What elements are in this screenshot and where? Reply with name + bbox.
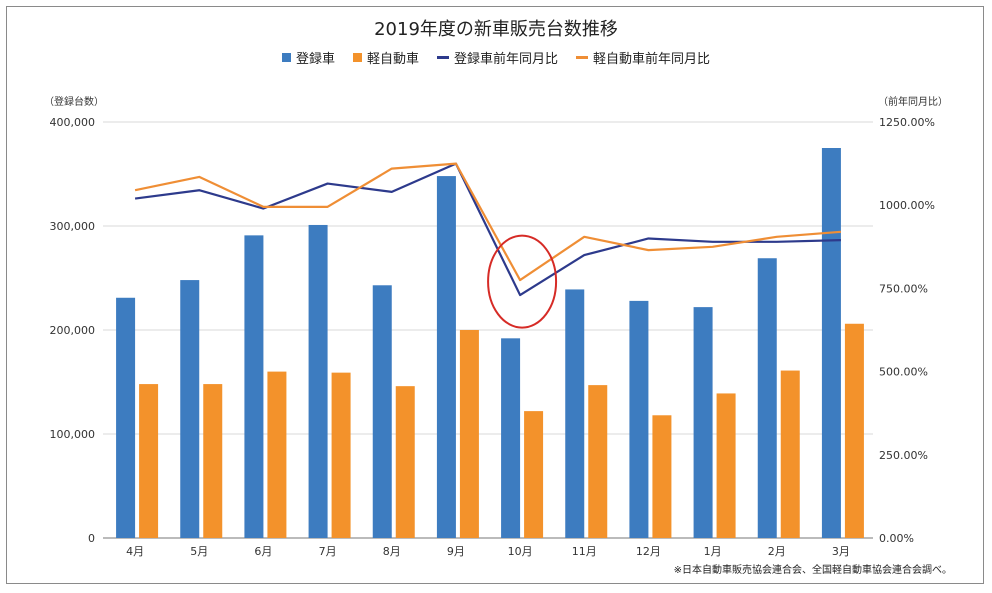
x-tick-label: 8月: [383, 545, 401, 558]
left-tick-label: 100,000: [50, 428, 96, 441]
right-tick-label: 500.00%: [879, 366, 928, 379]
bar-kei: [331, 372, 351, 538]
x-tick-label: 7月: [319, 545, 337, 558]
x-tick-label: 4月: [126, 545, 144, 558]
chart-title: 2019年度の新車販売台数推移: [374, 19, 618, 40]
left-tick-label: 400,000: [50, 116, 96, 129]
x-tick-label: 9月: [447, 545, 465, 558]
bar-kei: [844, 323, 864, 538]
x-tick-label: 3月: [832, 545, 850, 558]
bar-registered: [693, 307, 713, 538]
right-tick-label: 0.00%: [879, 532, 914, 545]
x-tick-label: 12月: [636, 545, 661, 558]
legend-swatch-kei: [352, 53, 362, 62]
x-tick-label: 10月: [508, 545, 533, 558]
chart-frame: [6, 6, 984, 584]
right-tick-label: 1000.00%: [879, 199, 935, 212]
legend-label-kei: 軽自動車: [366, 52, 419, 67]
bar-kei: [459, 330, 479, 538]
x-tick-label: 6月: [254, 545, 272, 558]
x-tick-label: 5月: [190, 545, 208, 558]
bar-registered: [372, 285, 392, 538]
left-tick-label: 0: [88, 532, 95, 545]
highlight-circle: [487, 234, 558, 329]
legend-swatch-registered-yoy: [437, 56, 449, 59]
source-note: ※日本自動車販売協会連合会、全国軽自動車協会連合会調べ。: [673, 565, 952, 576]
legend-item-kei: 軽自動車: [352, 48, 419, 67]
chart-legend: 登録車 軽自動車 登録車前年同月比 軽自動車前年同月比: [0, 48, 992, 67]
left-axis-title: （登録台数）: [44, 97, 104, 108]
bar-kei: [652, 415, 672, 538]
bar-kei: [267, 371, 287, 538]
line-kei-yoy: [134, 162, 842, 282]
bar-kei: [524, 411, 544, 538]
legend-item-kei-yoy: 軽自動車前年同月比: [576, 48, 710, 67]
bar-registered: [821, 148, 841, 538]
legend-label-kei-yoy: 軽自動車前年同月比: [593, 52, 711, 67]
legend-item-registered-yoy: 登録車前年同月比: [437, 48, 558, 67]
right-tick-label: 750.00%: [879, 282, 928, 295]
x-tick-label: 2月: [768, 545, 786, 558]
bar-registered: [244, 235, 264, 539]
bar-kei: [395, 386, 415, 538]
legend-swatch-registered: [281, 53, 291, 62]
bar-registered: [757, 258, 777, 538]
right-axis-title: （前年同月比）: [878, 97, 948, 108]
legend-item-registered: 登録車: [281, 48, 335, 67]
legend-label-registered: 登録車: [295, 52, 335, 67]
x-tick-label: 11月: [572, 545, 597, 558]
bar-kei: [203, 384, 223, 538]
bar-kei: [716, 393, 736, 538]
right-tick-label: 1250.00%: [879, 116, 935, 129]
bar-registered: [629, 300, 649, 538]
legend-swatch-kei-yoy: [576, 56, 589, 59]
legend-label-registered-yoy: 登録車前年同月比: [454, 52, 559, 67]
line-registered-yoy: [134, 162, 841, 297]
bar-registered: [116, 297, 136, 538]
bar-kei: [139, 384, 159, 538]
left-tick-label: 200,000: [50, 324, 96, 337]
bar-registered: [308, 224, 328, 538]
bar-registered: [180, 280, 200, 538]
right-tick-label: 250.00%: [879, 449, 928, 462]
x-tick-label: 1月: [704, 545, 722, 558]
left-tick-label: 300,000: [50, 220, 96, 233]
bar-registered: [436, 176, 456, 538]
bar-registered: [565, 289, 585, 538]
bar-kei: [780, 370, 800, 538]
bar-kei: [588, 385, 608, 538]
bar-registered: [501, 338, 521, 538]
